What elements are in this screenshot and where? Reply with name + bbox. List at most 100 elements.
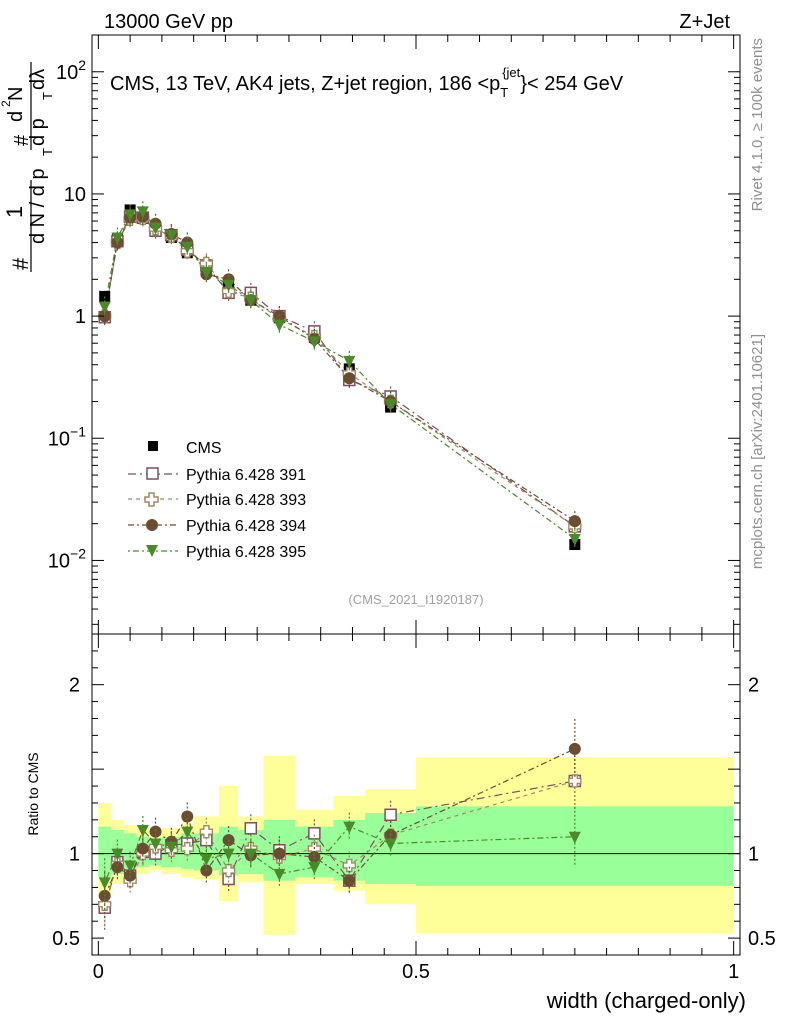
x-tick-label: 0 [93,961,104,983]
ratio-point-pythia-6-428-393 [199,824,214,839]
ratio-point-pythia-6-428-395 [136,824,149,837]
y-tick-label-base: 1 [75,306,86,328]
y-label-part-9: d p [27,118,49,146]
legend-entry-391: Pythia 6.428 391 [128,467,306,484]
x-tick-label: 0.5 [402,961,430,983]
ratio-line-pythia-6-428-394 [104,748,576,897]
ratio-point-pythia-6-428-395 [222,848,235,861]
ratio-point-pythia-6-428-395 [111,848,124,861]
ratio-point-pythia-6-428-395 [343,821,356,834]
y-tick-label-main: 1 [75,306,86,328]
data-point-pythia-6-428-395 [384,399,397,412]
legend-entry-394: Pythia 6.428 394 [128,518,306,535]
ratio-point-pythia-6-428-395 [149,838,162,851]
legend-entry-395: Pythia 6.428 395 [128,544,306,561]
ratio-point-pythia-6-428-395 [244,848,257,861]
header-right-label: Z+Jet [679,11,730,33]
analysis-id: (CMS_2021_I1920187) [348,592,483,607]
x-tick-label: 1 [728,961,739,983]
legend-label-cms: CMS [186,440,222,457]
x-axis-label: width (charged-only) [546,988,746,1013]
y-tick-label-main: 10−2 [48,545,86,572]
y-tick-label-exp: −1 [70,423,86,439]
legend-label-394: Pythia 6.428 394 [186,518,306,535]
data-point-pythia-6-428-395 [273,319,286,332]
y-tick-label-ratio-right: 1 [748,844,759,866]
series-line-pythia-6-428-393 [104,217,576,527]
side-label-bottom: mcplots.cern.ch [arXiv:2401.10621] [749,334,766,569]
data-point-pythia-6-428-395 [149,222,162,235]
legend-marker-395 [146,545,158,557]
y-axis-label-ratio: Ratio to CMS [25,752,41,835]
ratio-point-pythia-6-428-394 [273,847,286,860]
data-point-pythia-6-428-394 [568,515,581,528]
y-tick-label-exp: −2 [70,545,86,561]
ratio-point-pythia-6-428-393 [180,841,194,856]
ratio-point-pythia-6-428-395 [273,868,286,881]
series-line-pythia-6-428-395 [104,210,576,540]
ratio-point-pythia-6-428-394 [568,742,581,755]
y-tick-label-main: 10 [64,184,86,206]
ratio-point-pythia-6-428-391 [384,808,397,822]
y-tick-label-ratio-left: 1 [69,844,80,866]
legend-marker-cms [148,441,158,451]
y-tick-label-ratio-right: 2 [748,675,759,697]
ratio-point-pythia-6-428-395 [568,831,581,844]
data-point-pythia-6-428-395 [181,241,194,254]
y-label-part-4: T [40,148,55,156]
y-label-part-6: d [5,111,27,122]
data-point-pythia-6-428-395 [222,279,235,292]
ratio-point-pythia-6-428-395 [308,862,321,875]
legend-marker-394 [146,519,158,531]
y-label-part-5: # [11,134,33,146]
data-point-pythia-6-428-395 [244,295,257,308]
data-point-pythia-6-428-395 [136,206,149,219]
title-sub: T [500,85,508,100]
y-tick-label-ratio-left: 2 [69,675,80,697]
y-label-part-7: 2 [0,100,13,107]
y-axis-label-main: # 1 d N / d p T # d 2 N d p T dλ [0,62,55,272]
ratio-point-pythia-6-428-395 [98,877,111,890]
y-label-part-3: d N / d p [27,168,49,244]
y-tick-label-ratio-left: 0.5 [52,928,80,950]
ratio-point-pythia-6-428-395 [124,860,137,873]
header-left-label: 13000 GeV pp [104,11,233,33]
plot-title: CMS, 13 TeV, AK4 jets, Z+jet region, 186… [110,65,624,100]
y-label-part-1: # [8,257,33,270]
y-tick-label-exp: 2 [78,57,86,73]
legend-marker-393 [144,492,159,507]
y-tick-label-ratio-right: 0.5 [748,928,776,950]
ratio-point-pythia-6-428-394 [343,874,356,887]
y-tick-label-base: 10 [64,184,86,206]
y-tick-label-base: 10 [48,550,70,572]
ratio-line-pythia-6-428-391 [104,780,575,908]
legend-label-391: Pythia 6.428 391 [186,467,306,484]
y-label-part-11: dλ [27,69,49,90]
side-label-top: Rivet 4.1.0, ≥ 100k events [749,38,766,211]
legend-label-395: Pythia 6.428 395 [186,544,306,561]
data-point-pythia-6-428-395 [165,230,178,243]
ratio-point-pythia-6-428-394 [111,861,124,874]
data-point-pythia-6-428-395 [124,209,137,222]
ratio-point-pythia-6-428-394 [149,825,162,838]
data-point-pythia-6-428-394 [343,372,356,385]
data-point-pythia-6-428-395 [568,533,581,546]
title-main: CMS, 13 TeV, AK4 jets, Z+jet region, 186… [110,73,500,95]
data-point-pythia-6-428-395 [200,266,213,279]
data-point-pythia-6-428-395 [111,232,124,245]
y-tick-label-main: 10−1 [48,423,86,450]
legend-label-393: Pythia 6.428 393 [186,492,306,509]
title-tail: }< 254 GeV [520,73,624,95]
data-point-pythia-6-428-395 [343,355,356,368]
legend-entry-cms: CMS [148,440,222,457]
y-tick-label-main: 102 [56,57,86,84]
ratio-point-pythia-6-428-391 [244,822,258,835]
ratio-point-pythia-6-428-393 [568,774,582,788]
title-sup: {jet [502,65,520,80]
y-label-part-10: T [40,92,55,100]
ratio-point-pythia-6-428-395 [165,841,178,854]
band-inner-0 [98,826,112,878]
series-line-pythia-6-428-391 [104,216,576,527]
series-line-pythia-6-428-394 [104,216,576,522]
